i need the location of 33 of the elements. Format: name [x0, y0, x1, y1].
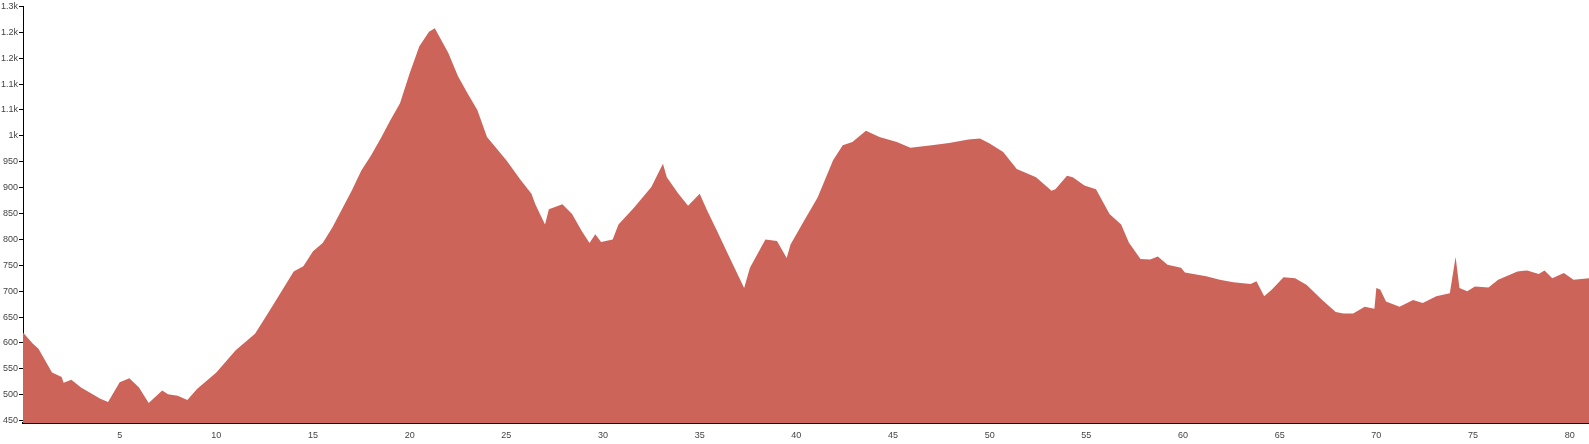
x-tick-label: 30	[598, 430, 609, 441]
x-tick-label: 10	[211, 430, 222, 441]
y-tick-label: 1k	[8, 130, 19, 141]
x-tick-label: 65	[1274, 430, 1285, 441]
x-tick-label: 60	[1178, 430, 1189, 441]
y-tick-label: 700	[2, 285, 19, 296]
x-tick-label: 80	[1564, 430, 1575, 441]
x-tick-label: 75	[1467, 430, 1479, 441]
x-tick-label: 55	[1081, 430, 1092, 441]
x-tick-label: 35	[694, 430, 705, 441]
y-tick-label: 1.1k	[1, 104, 19, 115]
y-tick-label: 950	[2, 156, 19, 167]
y-tick-label: 1.3k	[1, 0, 19, 11]
x-tick-label: 45	[888, 430, 899, 441]
y-tick-label: 1.1k	[1, 78, 19, 89]
y-tick-label: 550	[2, 363, 19, 374]
y-tick-label: 500	[2, 389, 19, 400]
x-tick-label: 50	[984, 430, 995, 441]
x-tick-label: 15	[308, 430, 319, 441]
x-tick-label: 5	[117, 430, 123, 441]
x-tick-label: 20	[404, 430, 415, 441]
y-tick-label: 850	[2, 207, 19, 218]
y-tick-label: 900	[2, 182, 19, 193]
y-tick-label: 800	[2, 233, 19, 244]
y-tick-label: 650	[2, 311, 19, 322]
y-tick-label: 600	[2, 337, 19, 348]
x-tick-label: 70	[1371, 430, 1382, 441]
y-tick-label: 450	[2, 415, 19, 426]
y-tick-label: 1.2k	[1, 26, 19, 37]
x-tick-label: 25	[501, 430, 512, 441]
x-tick-label: 40	[791, 430, 802, 441]
y-tick-label: 1.2k	[1, 52, 19, 63]
y-tick-label: 750	[2, 259, 19, 270]
